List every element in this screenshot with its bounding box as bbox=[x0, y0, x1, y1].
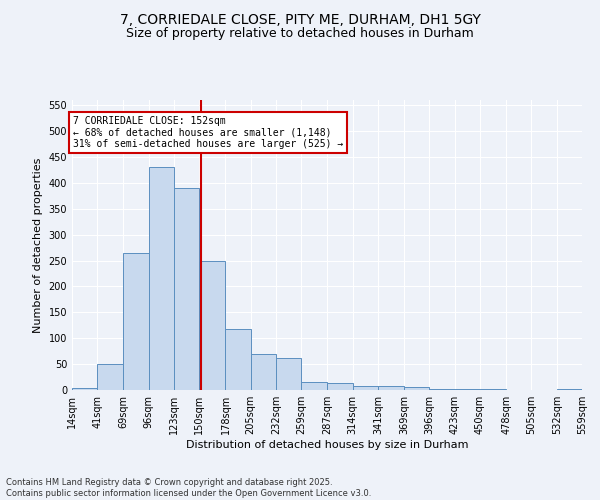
X-axis label: Distribution of detached houses by size in Durham: Distribution of detached houses by size … bbox=[186, 440, 468, 450]
Bar bbox=[124, 253, 149, 390]
Text: 7, CORRIEDALE CLOSE, PITY ME, DURHAM, DH1 5GY: 7, CORRIEDALE CLOSE, PITY ME, DURHAM, DH… bbox=[119, 12, 481, 26]
Bar bbox=[97, 364, 124, 390]
Bar bbox=[430, 389, 455, 390]
Bar bbox=[328, 383, 353, 390]
Bar bbox=[276, 358, 301, 390]
Bar bbox=[251, 354, 276, 390]
Bar bbox=[378, 386, 404, 390]
Bar bbox=[301, 382, 328, 390]
Bar bbox=[199, 260, 226, 390]
Bar bbox=[174, 188, 199, 390]
Bar bbox=[226, 329, 251, 390]
Bar bbox=[72, 388, 97, 390]
Bar bbox=[149, 168, 174, 390]
Y-axis label: Number of detached properties: Number of detached properties bbox=[33, 158, 43, 332]
Bar bbox=[353, 386, 378, 390]
Text: 7 CORRIEDALE CLOSE: 152sqm
← 68% of detached houses are smaller (1,148)
31% of s: 7 CORRIEDALE CLOSE: 152sqm ← 68% of deta… bbox=[73, 116, 343, 148]
Text: Size of property relative to detached houses in Durham: Size of property relative to detached ho… bbox=[126, 28, 474, 40]
Text: Contains HM Land Registry data © Crown copyright and database right 2025.
Contai: Contains HM Land Registry data © Crown c… bbox=[6, 478, 371, 498]
Bar bbox=[404, 387, 430, 390]
